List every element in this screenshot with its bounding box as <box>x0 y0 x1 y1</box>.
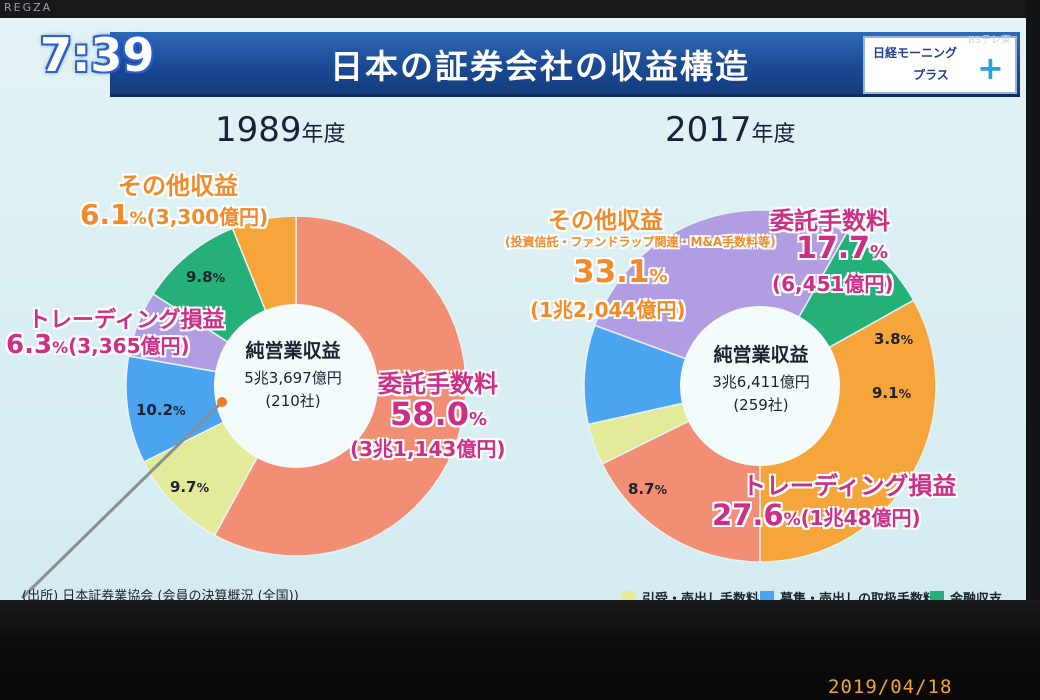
label-other-1989: その他収益 <box>118 172 238 200</box>
legend-swatch <box>930 591 944 600</box>
clock: 7:39 <box>40 28 155 82</box>
center-title: 純営業収益 <box>713 344 809 366</box>
pie-slice-distribution-2017 <box>583 324 763 426</box>
program-logo-line1: 日経モーニング <box>873 46 958 60</box>
donut-hole <box>680 306 840 466</box>
legend-item-underwriting: 引受・売出し手数料 <box>622 588 759 600</box>
tv-screen: 日本の証券会社の収益構造 7:39 日経モーニング プラス + BSテレ東 19… <box>0 18 1026 600</box>
pie-charts-svg <box>20 209 937 600</box>
value-other-2017: 33.1% <box>573 254 668 290</box>
year-heading-1989: 1989年度 <box>215 110 346 150</box>
tv-bezel-right <box>1026 0 1040 600</box>
value-commission-2017: 17.7% <box>796 231 889 266</box>
label-other-2017: その他収益 <box>548 208 663 234</box>
value-commission-1989: 58.0% <box>390 395 487 433</box>
amount-commission-1989: (3兆1,143億円) <box>350 437 506 461</box>
legend-item-financial: 金融収支 <box>930 588 1002 600</box>
source-note: (出所) 日本証券業協会 (会員の決算概況 (全国)) <box>22 589 299 600</box>
photo-date-stamp: 2019/04/18 <box>828 676 953 698</box>
amount-other-2017: (1兆2,044億円) <box>530 298 686 322</box>
center-companies: (210社) <box>265 392 321 410</box>
value-trading-1989: 6.3%(3,365億円) <box>6 330 190 360</box>
legend-swatch <box>622 591 636 600</box>
note-other-2017: (投資信託・ファンドラップ関連・M&A手数料等) <box>505 235 776 249</box>
center-label-1989: 純営業収益 5兆3,697億円 (210社) <box>214 336 372 411</box>
year-heading-2017: 2017年度 <box>665 110 796 150</box>
pct-green-1989: 9.8% <box>186 268 226 286</box>
center-companies: (259社) <box>733 396 789 414</box>
amount-commission-2017: (6,451億円) <box>772 272 894 296</box>
pointer-stick <box>20 400 224 600</box>
tv-bezel-top: REGZA <box>0 0 1040 18</box>
channel-tag: BSテレ東 <box>968 35 1012 46</box>
pct-yellow-1989: 9.7% <box>170 478 210 496</box>
legend-item-distribution: 募集・売出しの取扱手数料 <box>760 588 936 600</box>
label-trading-2017: トレーディング損益 <box>742 472 957 500</box>
center-total: 3兆6,411億円 <box>712 373 810 391</box>
pct-blue-2017: 9.1% <box>872 384 912 402</box>
tv-brand-logo: REGZA <box>4 1 53 14</box>
tv-bezel-bottom <box>0 600 1040 700</box>
pointer-tip <box>217 397 227 407</box>
pct-green-2017: 8.7% <box>628 480 668 498</box>
pie-chart-1989 <box>125 215 467 557</box>
center-label-2017: 純営業収益 3兆6,411億円 (259社) <box>686 340 836 415</box>
pct-blue-1989: 10.2% <box>136 401 186 419</box>
label-commission-1989: 委託手数料 <box>378 370 498 398</box>
legend-swatch <box>760 591 774 600</box>
donut-hole <box>214 304 378 468</box>
pct-yellow-2017: 3.8% <box>874 330 914 348</box>
value-other-1989: 6.1%(3,300億円) <box>80 198 269 231</box>
program-logo: 日経モーニング プラス + <box>863 36 1017 94</box>
center-title: 純営業収益 <box>245 340 341 362</box>
pie-chart-2017 <box>583 209 937 563</box>
page-title: 日本の証券会社の収益構造 <box>330 47 750 86</box>
program-logo-plus-icon: + <box>977 49 1004 87</box>
value-trading-2017: 27.6%(1兆48億円) <box>712 498 921 532</box>
label-commission-2017: 委託手数料 <box>770 207 890 235</box>
program-logo-line2: プラス <box>913 68 949 82</box>
label-trading-1989: トレーディング損益 <box>28 308 225 333</box>
center-total: 5兆3,697億円 <box>244 369 342 387</box>
